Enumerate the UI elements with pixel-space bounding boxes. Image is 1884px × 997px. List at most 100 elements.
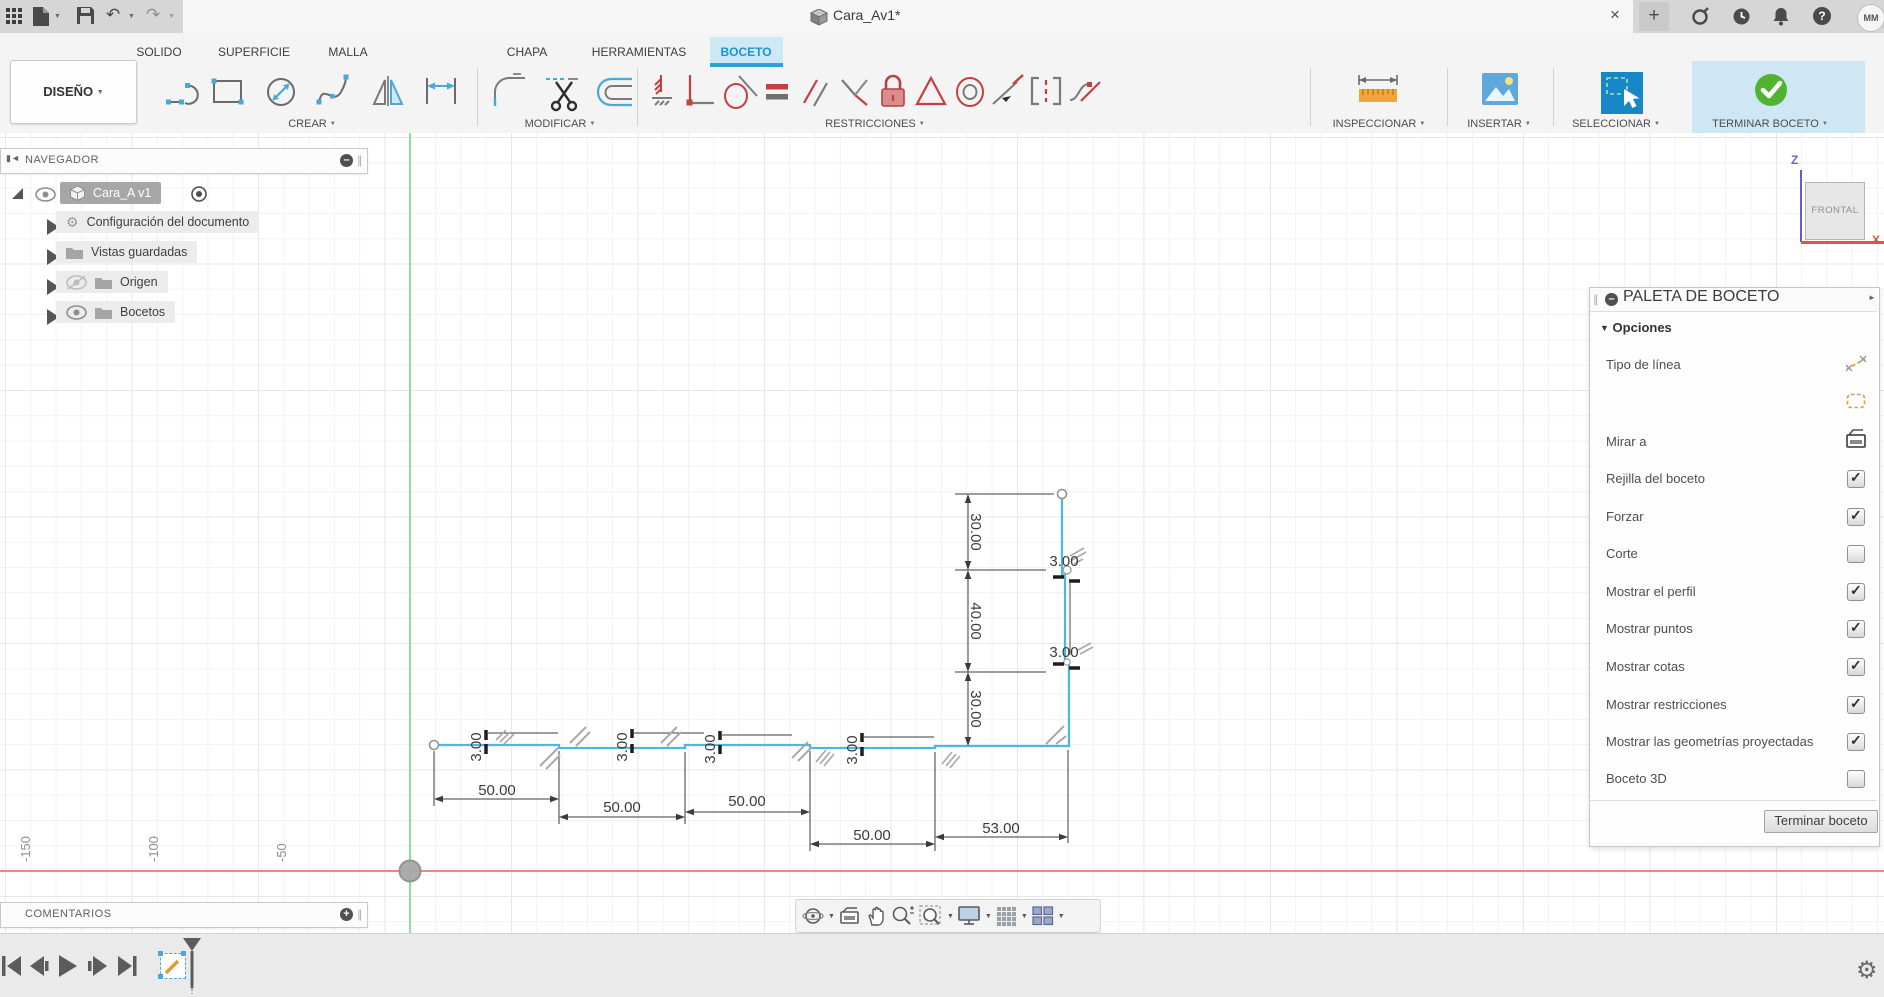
- viewcube[interactable]: FRONTAL: [1805, 182, 1865, 240]
- line-tool-icon[interactable]: [165, 72, 203, 112]
- group-modificar[interactable]: MODIFICAR ▼: [524, 118, 596, 130]
- timeline-step-forward-icon[interactable]: [88, 956, 108, 976]
- palette-collapse-icon[interactable]: ►: [1868, 293, 1876, 302]
- workspace-selector[interactable]: DISEÑO ▼: [10, 60, 137, 124]
- activate-radio-icon[interactable]: [191, 186, 207, 202]
- navigator-root-item[interactable]: Cara_A v1: [60, 182, 162, 204]
- file-menu-icon[interactable]: [32, 6, 50, 27]
- document-tab[interactable]: [183, 0, 1633, 33]
- save-icon[interactable]: [77, 7, 94, 24]
- constraint-polygon-icon[interactable]: [912, 72, 950, 112]
- orbit-icon[interactable]: [802, 905, 824, 927]
- display-settings-icon[interactable]: [958, 906, 981, 926]
- palette-grip[interactable]: ∥: [1593, 294, 1599, 306]
- checkbox-mostrar-cotas[interactable]: [1847, 657, 1865, 676]
- checkbox-forzar[interactable]: [1847, 507, 1865, 526]
- eye-icon[interactable]: [35, 187, 56, 202]
- trim-tool-icon[interactable]: [544, 72, 582, 112]
- navigator-item-saved-views[interactable]: Vistas guardadas: [56, 241, 198, 263]
- timeline-settings-gear-icon[interactable]: ⚙: [1856, 957, 1878, 984]
- navigator-grip[interactable]: ∥: [357, 155, 363, 167]
- constraint-coincident-icon[interactable]: [989, 72, 1027, 112]
- checkbox-rejilla[interactable]: [1847, 469, 1865, 488]
- palette-header[interactable]: ∥ – PALETA DE BOCETO ►: [1590, 288, 1877, 312]
- constraint-horizontal-vertical-icon[interactable]: [644, 72, 682, 112]
- centerline-icon[interactable]: [1846, 392, 1866, 410]
- timeline-sketch-feature[interactable]: [158, 951, 186, 979]
- job-status-clock-icon[interactable]: [1732, 7, 1751, 26]
- undo-icon[interactable]: ↶: [106, 5, 121, 24]
- palette-section-opciones[interactable]: ▼ Opciones: [1600, 320, 1672, 335]
- grid-settings-icon[interactable]: [996, 906, 1017, 927]
- spline-tool-icon[interactable]: [315, 72, 353, 112]
- timeline-skip-start-icon[interactable]: [2, 956, 22, 976]
- file-menu-caret[interactable]: ▼: [54, 13, 61, 20]
- checkbox-boceto-3d[interactable]: [1847, 770, 1865, 788]
- timeline-step-back-icon[interactable]: [29, 956, 49, 976]
- checkbox-mostrar-restricciones[interactable]: [1847, 695, 1865, 714]
- select-tool-icon[interactable]: [1599, 72, 1643, 114]
- pan-hand-icon[interactable]: [865, 905, 887, 927]
- viewports-icon[interactable]: [1032, 906, 1054, 926]
- navigator-minimize-icon[interactable]: –: [340, 154, 353, 167]
- checkbox-corte[interactable]: [1847, 545, 1865, 563]
- group-crear[interactable]: CREAR ▼: [288, 118, 336, 130]
- zoom-icon[interactable]: [891, 905, 915, 927]
- new-tab-button[interactable]: +: [1639, 2, 1669, 31]
- palette-minimize-icon[interactable]: –: [1605, 293, 1618, 306]
- group-terminar-boceto[interactable]: TERMINAR BOCETO ▼: [1712, 118, 1828, 130]
- tab-chapa[interactable]: CHAPA: [506, 45, 548, 59]
- comments-header[interactable]: COMENTARIOS + ∥: [0, 902, 368, 928]
- timeline-skip-end-icon[interactable]: [117, 956, 137, 976]
- redo-icon[interactable]: ↷: [146, 5, 161, 24]
- terminar-boceto-footer-button[interactable]: Terminar boceto: [1764, 810, 1878, 833]
- constraint-parallel-icon[interactable]: [797, 72, 835, 112]
- help-icon[interactable]: ?: [1813, 7, 1831, 25]
- circle-tool-icon[interactable]: [262, 72, 300, 112]
- timeline-play-icon[interactable]: [58, 955, 78, 977]
- comments-grip[interactable]: ∥: [357, 909, 363, 921]
- tab-malla[interactable]: MALLA: [328, 45, 368, 59]
- tab-solido[interactable]: SOLIDO: [136, 45, 182, 59]
- tab-boceto[interactable]: BOCETO: [720, 45, 772, 59]
- group-restricciones[interactable]: RESTRICCIONES ▼: [825, 118, 925, 130]
- mirror-tool-icon[interactable]: [369, 72, 407, 112]
- look-at-view-icon[interactable]: [839, 906, 861, 926]
- viewports-caret[interactable]: ▼: [1057, 912, 1065, 920]
- navigator-item-bocetos[interactable]: Bocetos: [56, 301, 176, 323]
- notifications-bell-icon[interactable]: [1772, 7, 1790, 26]
- group-inspeccionar[interactable]: INSPECCIONAR ▼: [1332, 118, 1426, 130]
- look-at-icon[interactable]: [1845, 429, 1867, 449]
- constraint-concentric-icon[interactable]: [951, 72, 989, 112]
- zoom-window-caret[interactable]: ▼: [946, 912, 954, 920]
- tab-superficie[interactable]: SUPERFICIE: [217, 45, 291, 59]
- collapse-panel-icon[interactable]: ▮◄: [6, 153, 20, 163]
- extensions-icon[interactable]: [1691, 7, 1710, 26]
- insert-image-icon[interactable]: [1481, 72, 1519, 112]
- zoom-window-icon[interactable]: [919, 905, 943, 927]
- close-tab-icon[interactable]: ×: [1610, 5, 1620, 24]
- eye-icon[interactable]: [66, 304, 87, 320]
- finish-sketch-check-icon[interactable]: [1753, 72, 1789, 108]
- fillet-tool-icon[interactable]: [491, 72, 529, 112]
- constraint-tangent-icon[interactable]: [721, 72, 759, 112]
- undo-caret[interactable]: ▼: [128, 13, 135, 20]
- checkbox-mostrar-perfil[interactable]: [1847, 582, 1865, 601]
- orbit-caret[interactable]: ▼: [828, 912, 835, 920]
- construction-line-icon[interactable]: [1845, 354, 1867, 374]
- navigator-item-doc-settings[interactable]: ⚙ Configuración del documento: [56, 211, 260, 233]
- eye-off-icon[interactable]: [66, 274, 87, 290]
- constraint-lock-icon[interactable]: [874, 72, 912, 112]
- group-insertar[interactable]: INSERTAR ▼: [1467, 118, 1531, 130]
- constraint-perpendicular-icon[interactable]: [682, 72, 720, 112]
- grid-settings-caret[interactable]: ▼: [1020, 912, 1028, 920]
- root-expand-arrow[interactable]: [12, 188, 23, 199]
- checkbox-mostrar-puntos[interactable]: [1847, 619, 1865, 638]
- dimension-tool-icon[interactable]: [422, 72, 460, 112]
- constraint-collinear-icon[interactable]: [836, 72, 874, 112]
- display-settings-caret[interactable]: ▼: [984, 912, 992, 920]
- tab-herramientas[interactable]: HERRAMIENTAS: [591, 45, 687, 59]
- navigator-item-origen[interactable]: Origen: [56, 271, 168, 293]
- timeline-position-marker[interactable]: [182, 938, 202, 994]
- constraint-equal-icon[interactable]: [759, 72, 797, 112]
